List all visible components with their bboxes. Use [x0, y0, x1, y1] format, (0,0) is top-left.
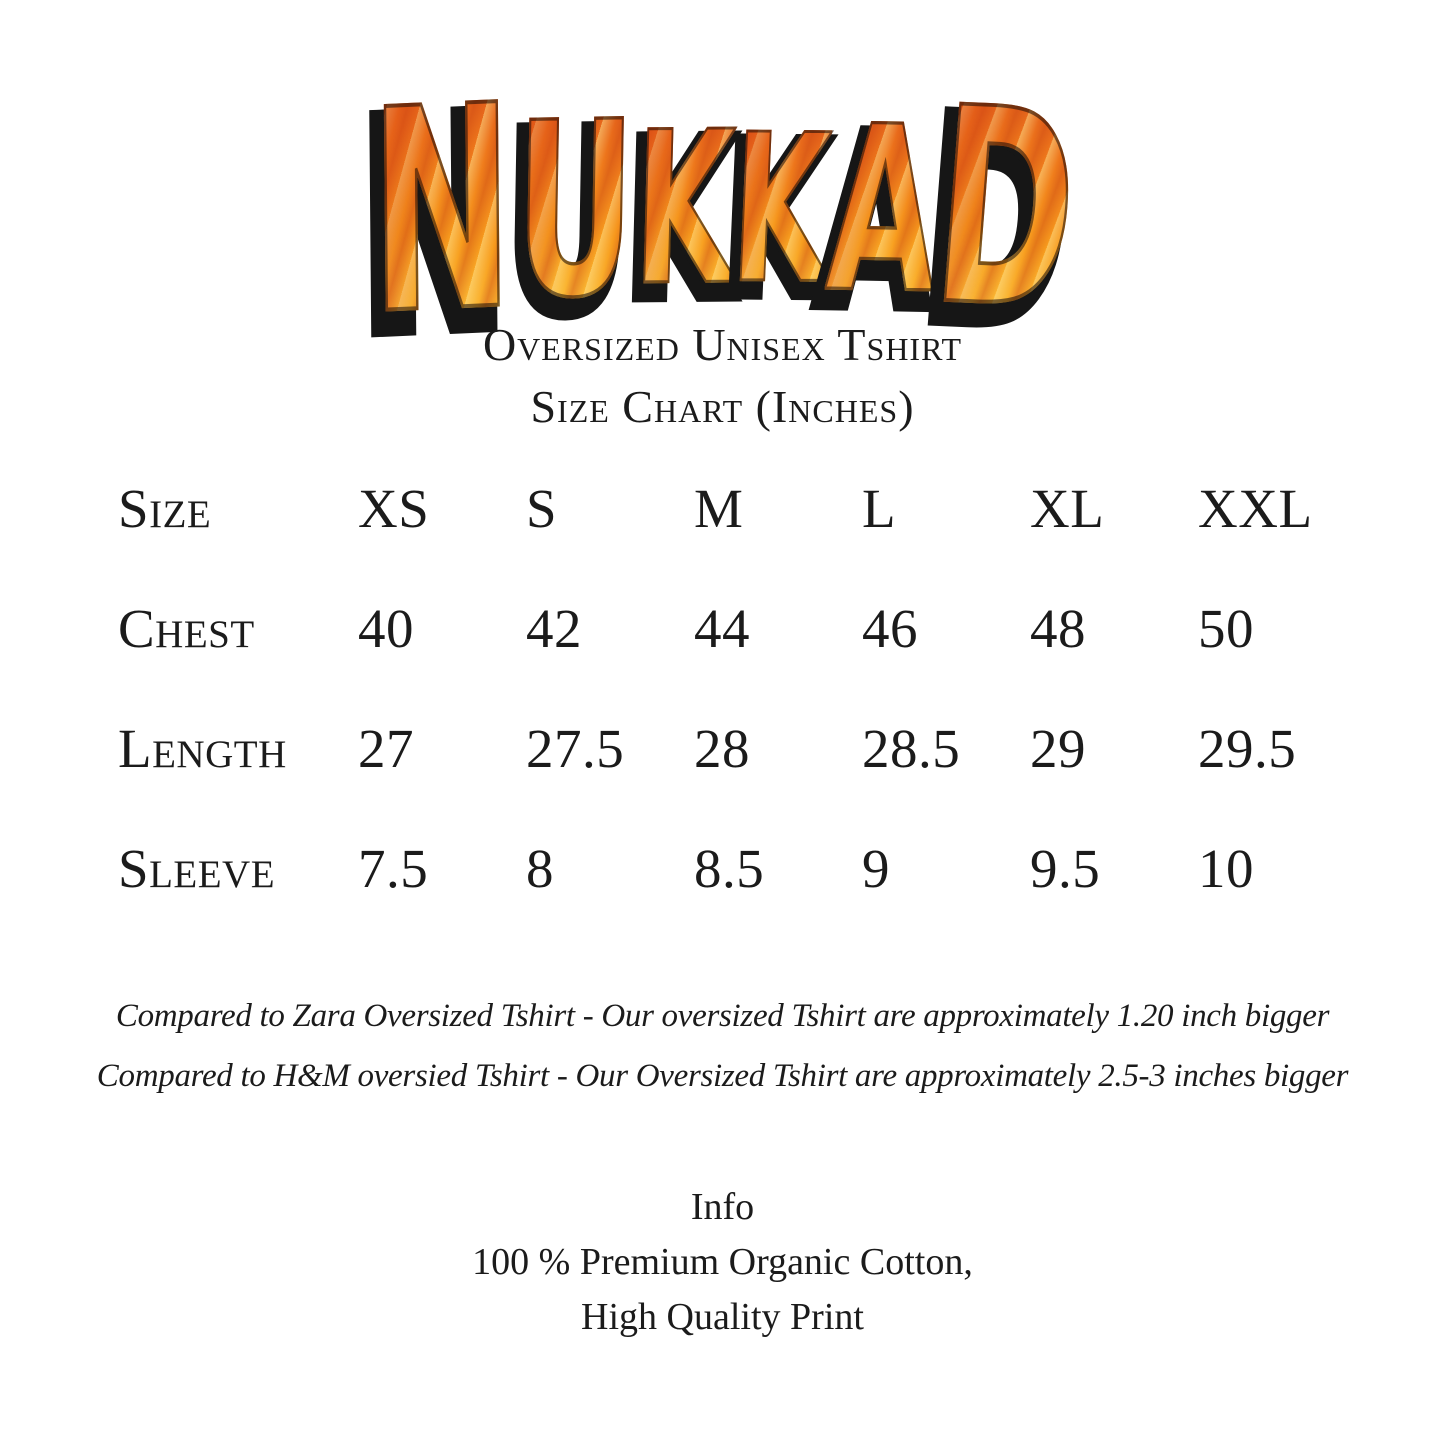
cell-length-xl: 29: [1030, 717, 1086, 779]
cell-size-xs: XS: [358, 477, 430, 539]
cell-length-s: 27.5: [526, 717, 625, 779]
cell-size-m: M: [694, 477, 744, 539]
logo-letter: DD: [907, 49, 1089, 393]
cell-chest-xs: 40: [358, 597, 414, 659]
cell-length-l: 28.5: [862, 717, 961, 779]
cell-sleeve-xxl: 10: [1198, 837, 1254, 899]
info-heading: Info: [690, 1186, 755, 1228]
cell-chest-l: 46: [862, 597, 918, 659]
product-subtitle: Oversized Unisex Tshirt: [482, 319, 963, 370]
cell-size-xxl: XXL: [1198, 477, 1313, 539]
info-print: High Quality Print: [581, 1296, 864, 1338]
cell-sleeve-m: 8.5: [694, 837, 765, 899]
cell-size-s: S: [526, 477, 558, 539]
cell-size-xl: XL: [1030, 477, 1105, 539]
info-section: Info 100 % Premium Organic Cotton, High …: [0, 1180, 1445, 1345]
row-label-length: Length: [118, 717, 287, 779]
logo-letter: NN: [351, 43, 516, 401]
cell-chest-xxl: 50: [1198, 597, 1254, 659]
cell-sleeve-xl: 9.5: [1030, 837, 1101, 899]
row-label-chest: Chest: [118, 597, 255, 659]
cell-sleeve-xs: 7.5: [358, 837, 429, 899]
row-label-size: Size: [118, 477, 212, 539]
note-hm: Compared to H&M oversied Tshirt - Our Ov…: [96, 1058, 1349, 1094]
cell-length-xs: 27: [358, 717, 414, 779]
info-material: 100 % Premium Organic Cotton,: [472, 1241, 973, 1283]
note-zara: Compared to Zara Oversized Tshirt - Our …: [115, 998, 1330, 1034]
cell-sleeve-s: 8: [526, 837, 554, 899]
logo-letter: KK: [617, 86, 738, 351]
logo-letter: UU: [497, 68, 638, 373]
cell-length-m: 28: [694, 717, 750, 779]
comparison-notes: Compared to Zara Oversized Tshirt - Our …: [0, 986, 1445, 1106]
cell-chest-xl: 48: [1030, 597, 1086, 659]
cell-chest-m: 44: [694, 597, 750, 659]
size-chart-table: Size XS S M L XL XXL Chest 40 42 44 46 4…: [118, 448, 1366, 928]
cell-sleeve-l: 9: [862, 837, 890, 899]
cell-chest-s: 42: [526, 597, 582, 659]
cell-length-xxl: 29.5: [1198, 717, 1297, 779]
chart-title: Size Chart (Inches): [530, 381, 915, 432]
row-label-sleeve: Sleeve: [118, 837, 276, 899]
logo-letter-fill: U: [511, 68, 638, 353]
cell-size-l: L: [862, 477, 897, 539]
brand-logo: NN UU KK KK AA DD: [0, 43, 1445, 401]
